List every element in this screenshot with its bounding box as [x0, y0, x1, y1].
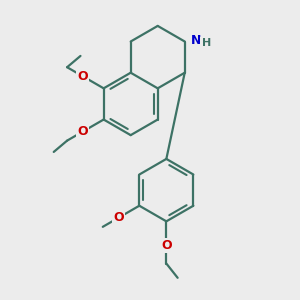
Text: O: O [77, 70, 88, 83]
Text: H: H [202, 38, 211, 48]
Text: O: O [113, 212, 124, 224]
Text: N: N [191, 34, 201, 46]
Text: O: O [161, 239, 172, 252]
Text: O: O [77, 125, 88, 138]
